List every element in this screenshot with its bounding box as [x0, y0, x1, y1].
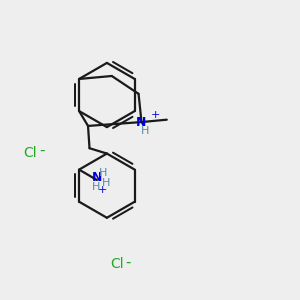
- Text: N: N: [92, 171, 102, 184]
- Text: N: N: [136, 116, 147, 129]
- Text: H: H: [92, 182, 100, 192]
- Text: H: H: [102, 178, 110, 188]
- Text: -: -: [39, 143, 44, 158]
- Text: +: +: [151, 110, 160, 120]
- Text: H: H: [99, 168, 108, 178]
- Text: H: H: [141, 126, 149, 136]
- Text: -: -: [125, 255, 130, 270]
- Text: +: +: [98, 184, 107, 194]
- Text: Cl: Cl: [110, 257, 124, 272]
- Text: Cl: Cl: [24, 146, 37, 160]
